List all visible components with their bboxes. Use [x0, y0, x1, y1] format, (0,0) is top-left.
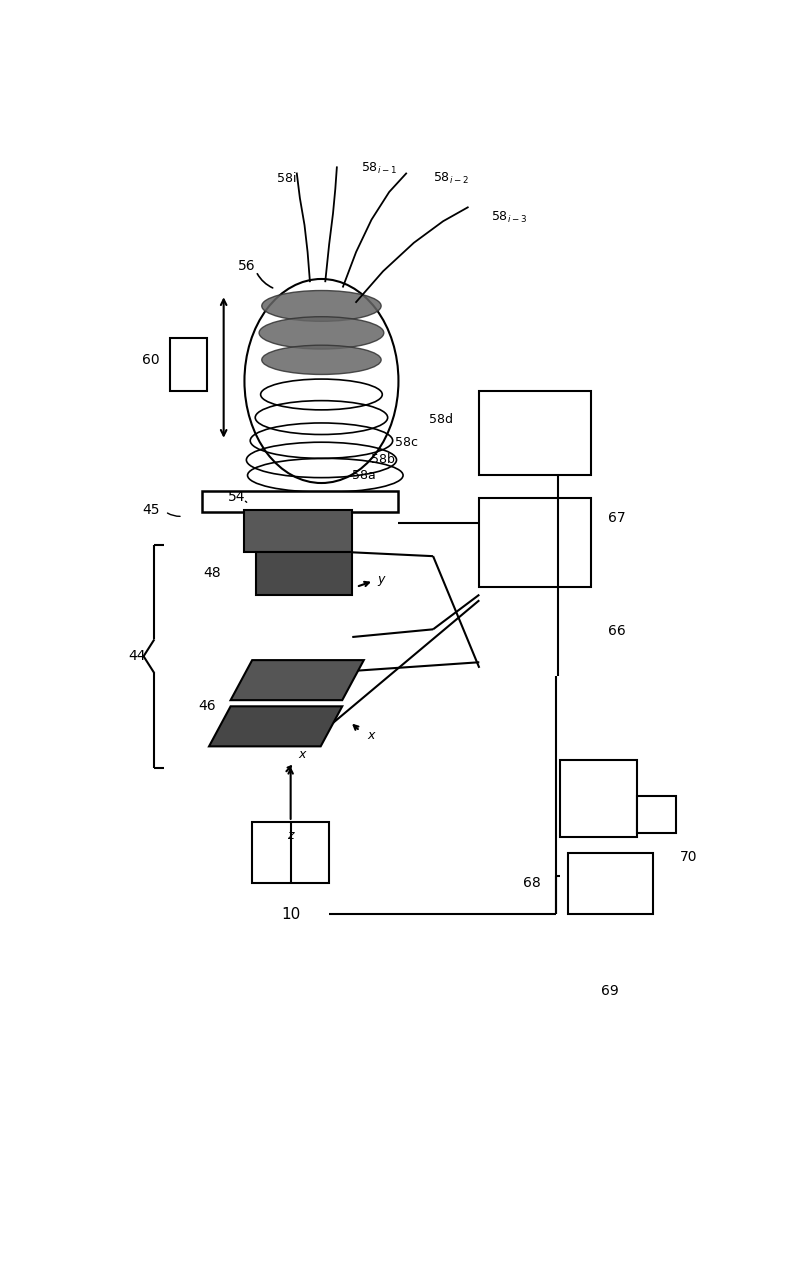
Text: 54: 54: [228, 490, 246, 504]
Text: $58_{i-3}$: $58_{i-3}$: [491, 210, 527, 225]
Ellipse shape: [262, 290, 381, 322]
Bar: [479, 499, 591, 587]
Bar: [256, 552, 352, 595]
Text: 58b: 58b: [371, 453, 395, 466]
Text: 69: 69: [602, 984, 619, 998]
Text: $58_{i-1}$: $58_{i-1}$: [362, 161, 398, 176]
Polygon shape: [230, 660, 364, 700]
Text: 58a: 58a: [352, 468, 376, 482]
Text: 58c: 58c: [394, 436, 418, 448]
Text: 67: 67: [608, 510, 626, 524]
Text: 66: 66: [608, 624, 626, 638]
Bar: [637, 796, 676, 833]
Polygon shape: [209, 706, 342, 747]
Text: 68: 68: [523, 876, 541, 890]
Bar: [252, 822, 329, 884]
Text: 58i: 58i: [277, 172, 297, 185]
Bar: [245, 510, 352, 552]
Bar: [202, 491, 398, 513]
Text: x: x: [298, 748, 306, 761]
Text: y: y: [378, 572, 385, 586]
Text: $58_{i-2}$: $58_{i-2}$: [433, 171, 469, 186]
Text: 45: 45: [142, 503, 160, 517]
Bar: [170, 338, 206, 391]
Text: 10: 10: [281, 906, 300, 922]
Text: 58d: 58d: [430, 414, 454, 427]
Bar: [568, 852, 653, 914]
Text: 56: 56: [238, 258, 255, 273]
Ellipse shape: [262, 346, 381, 375]
Ellipse shape: [259, 316, 384, 349]
Ellipse shape: [245, 279, 398, 484]
Bar: [560, 760, 637, 837]
Text: 44: 44: [128, 649, 146, 663]
Text: 46: 46: [198, 699, 216, 713]
Bar: [479, 391, 591, 475]
Text: 60: 60: [142, 353, 160, 367]
Text: z: z: [287, 829, 294, 842]
Text: x: x: [368, 729, 375, 742]
Text: 70: 70: [679, 851, 697, 865]
Text: 48: 48: [204, 566, 222, 581]
